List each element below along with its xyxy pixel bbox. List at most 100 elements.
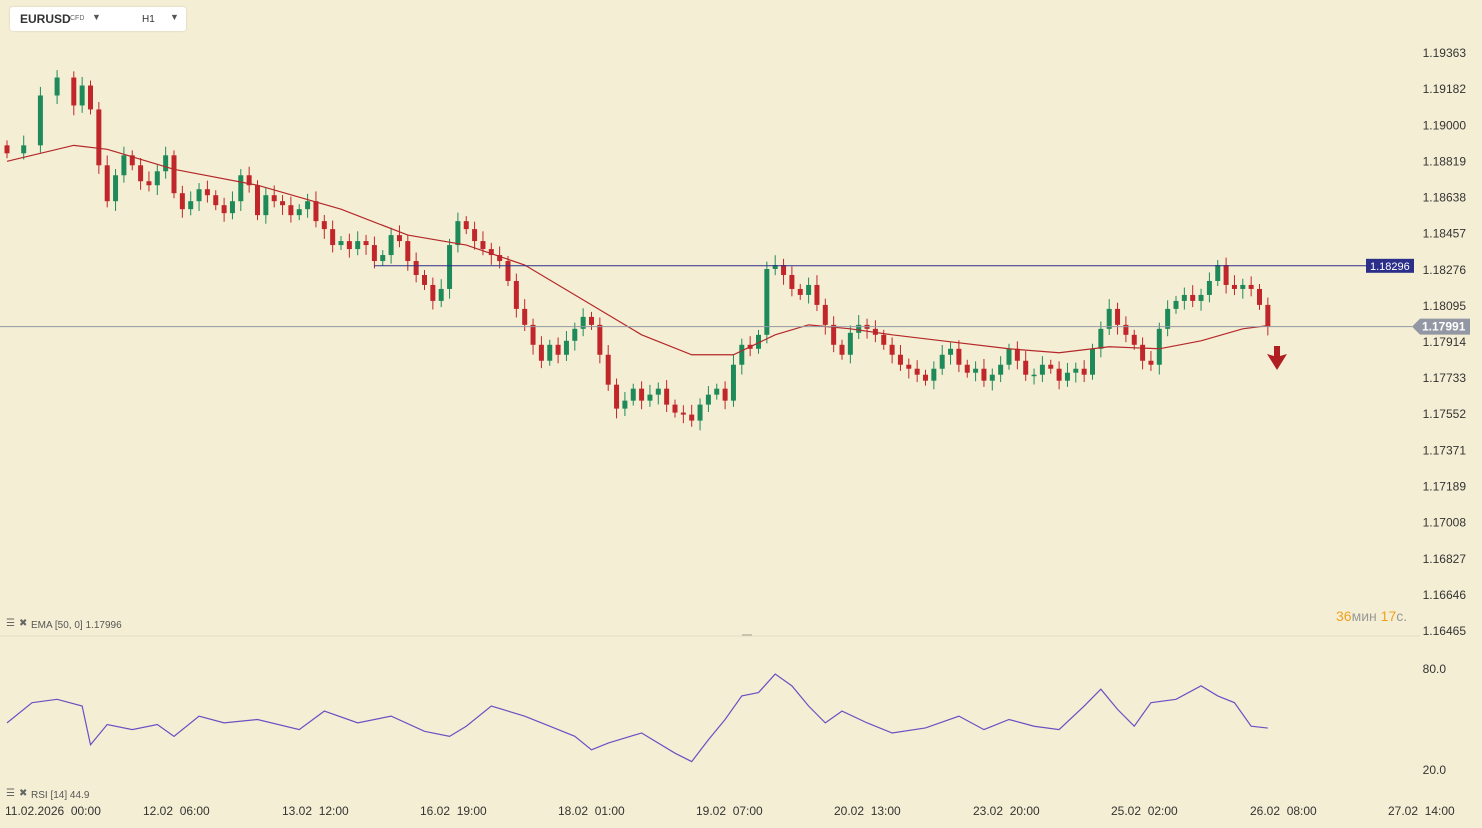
candle-bull — [856, 324, 862, 333]
time-tick-label: 25.02 02:00 — [1111, 804, 1178, 818]
price-tick-label: 1.19000 — [1423, 118, 1467, 132]
rsi-name: RSI — [31, 790, 48, 801]
rsi-settings-icon[interactable]: ☰ — [6, 788, 15, 799]
candle-bear — [722, 388, 728, 401]
symbol-name[interactable]: EURUSD — [20, 12, 71, 26]
candle-bear — [689, 414, 695, 421]
price-tick-label: 1.19363 — [1423, 46, 1467, 60]
candle-bear — [614, 384, 620, 409]
candle-bear — [371, 245, 377, 262]
candle-bear — [589, 316, 594, 325]
candle-bull — [1073, 368, 1079, 373]
candle-bull — [756, 334, 761, 349]
candle-bear — [505, 261, 511, 281]
time-tick-label: 19.02 07:00 — [696, 804, 763, 818]
candle-bear — [246, 175, 252, 186]
candle-bear — [129, 155, 135, 166]
candle-bull — [1064, 372, 1070, 381]
candle-bear — [480, 241, 486, 250]
candle-bear — [538, 344, 544, 361]
ema-name: EMA — [31, 620, 53, 631]
candle-bull — [764, 269, 770, 335]
candle-bull — [380, 255, 386, 262]
timeframe-selector[interactable]: H1 — [142, 14, 155, 25]
candle-countdown-timer: 36мин 17с. — [1336, 608, 1407, 624]
candle-bear — [597, 324, 603, 355]
candle-bear — [4, 145, 10, 154]
ema-indicator-label: EMA [50, 0] 1.17996 — [31, 620, 122, 631]
price-tick-label: 1.18457 — [1423, 227, 1467, 241]
price-tick-label: 1.18276 — [1423, 263, 1467, 277]
price-tick-label: 1.17552 — [1423, 407, 1467, 421]
candle-bear — [422, 274, 427, 285]
candle-bull — [21, 145, 27, 154]
candle-bear — [664, 388, 670, 405]
candle-bear — [171, 155, 177, 194]
ema-settings-icon[interactable]: ☰ — [6, 618, 15, 629]
time-tick-label: 13.02 12:00 — [282, 804, 349, 818]
time-tick-label: 16.02 19:00 — [420, 804, 487, 818]
time-tick-label: 18.02 01:00 — [558, 804, 625, 818]
candle-bear — [923, 374, 928, 381]
candle-bull — [973, 368, 979, 373]
candle-bear — [1223, 265, 1229, 285]
candle-bull — [196, 189, 202, 202]
pane-resize-handle[interactable] — [742, 634, 752, 636]
price-tick-label: 1.17371 — [1423, 443, 1467, 457]
candle-bear — [321, 221, 327, 230]
candle-bull — [1156, 328, 1162, 365]
candle-bear — [488, 249, 494, 256]
candle-bull — [1090, 348, 1095, 375]
time-tick-label: 20.02 13:00 — [834, 804, 901, 818]
rsi-value: 44.9 — [69, 790, 90, 801]
candle-bear — [639, 388, 645, 401]
candle-bear — [981, 368, 987, 381]
price-tick-label: 1.19182 — [1423, 82, 1467, 96]
candle-bull — [238, 175, 244, 202]
candle-bear — [213, 195, 219, 206]
candle-bear — [497, 255, 503, 262]
candle-bull — [931, 368, 937, 381]
candle-bear — [1081, 368, 1087, 375]
symbol-dropdown-caret-icon[interactable]: ▼ — [92, 12, 101, 22]
rsi-indicator-label: RSI [14] 44.9 — [31, 790, 89, 801]
time-axis: 11.02.2026 00:00 12.02 06:00 13.02 12:00 16… — [5, 804, 1455, 818]
candle-bear — [1023, 360, 1029, 375]
candle-bear — [104, 165, 110, 202]
candle-bear — [605, 354, 611, 385]
candle-bear — [405, 241, 411, 262]
candle-bull — [622, 400, 628, 409]
candle-bear — [204, 189, 210, 196]
candle-bear — [781, 265, 787, 275]
candle-bear — [463, 221, 469, 230]
candle-bull — [1240, 284, 1246, 289]
price-tick-label: 1.17914 — [1423, 335, 1467, 349]
candle-bull — [163, 155, 169, 172]
candle-bull — [714, 388, 720, 395]
candle-bear — [1148, 360, 1154, 365]
candle-bear — [1115, 308, 1121, 325]
candle-bull — [1165, 308, 1171, 329]
ema-close-icon[interactable]: ✖ — [19, 618, 28, 629]
candle-bull — [296, 209, 302, 216]
candle-bear — [413, 261, 419, 275]
candle-bull — [1173, 300, 1179, 309]
timeframe-dropdown-caret-icon[interactable]: ▼ — [170, 12, 179, 22]
candle-bull — [998, 364, 1004, 375]
timer-minutes: 36 — [1336, 608, 1352, 624]
candle-bull — [355, 241, 361, 250]
candle-bear — [330, 229, 336, 246]
candle-bear — [138, 165, 144, 182]
candle-bull — [572, 328, 578, 341]
candle-bull — [655, 388, 661, 395]
candle-bear — [822, 304, 828, 325]
horizontal-level-label[interactable]: 1.18296 — [1366, 258, 1414, 273]
candle-bear — [88, 85, 93, 110]
price-tick-label: 1.18819 — [1423, 154, 1467, 168]
candle-bear — [288, 205, 294, 216]
candle-bull — [121, 155, 127, 176]
rsi-close-icon[interactable]: ✖ — [19, 788, 28, 799]
candle-bear — [179, 193, 185, 210]
candle-bull — [1106, 308, 1112, 329]
